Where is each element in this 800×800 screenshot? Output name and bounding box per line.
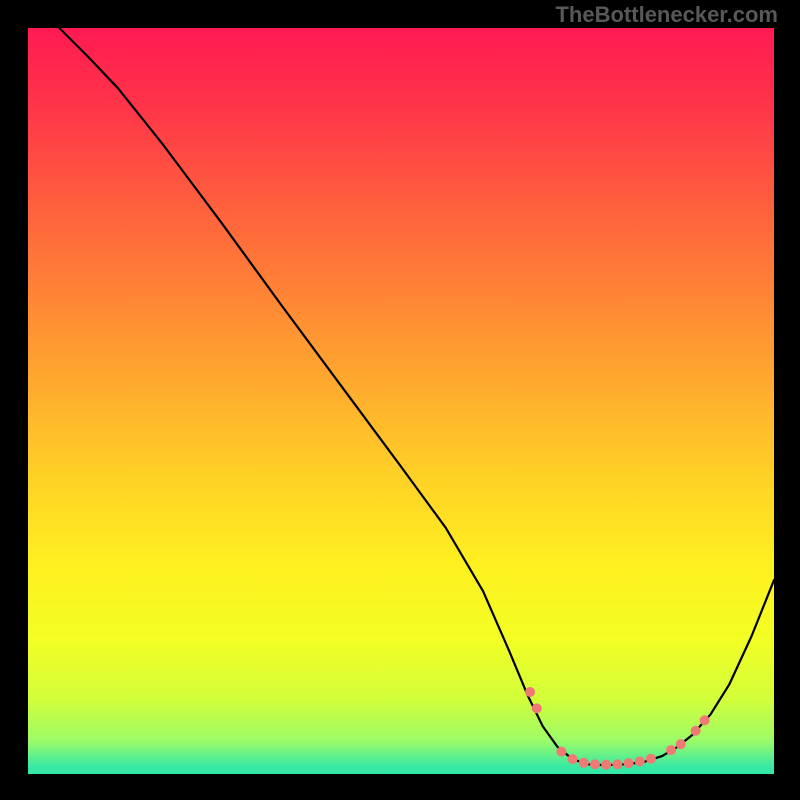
gradient-background xyxy=(28,28,774,774)
marker-point xyxy=(666,745,676,755)
marker-point xyxy=(612,759,622,769)
marker-point xyxy=(525,687,535,697)
marker-point xyxy=(590,759,600,769)
marker-point xyxy=(532,703,542,713)
marker-point xyxy=(579,758,589,768)
marker-point xyxy=(691,726,701,736)
marker-point xyxy=(646,754,656,764)
frame-border-bottom xyxy=(0,774,800,800)
frame-border-left xyxy=(0,0,28,800)
marker-point xyxy=(635,756,645,766)
frame-border-right xyxy=(774,0,800,800)
marker-point xyxy=(700,715,710,725)
bottleneck-chart xyxy=(0,0,800,800)
marker-point xyxy=(624,758,634,768)
marker-point xyxy=(601,760,611,770)
watermark-text: TheBottlenecker.com xyxy=(555,2,778,28)
marker-point xyxy=(568,754,578,764)
marker-point xyxy=(556,747,566,757)
marker-point xyxy=(676,739,686,749)
